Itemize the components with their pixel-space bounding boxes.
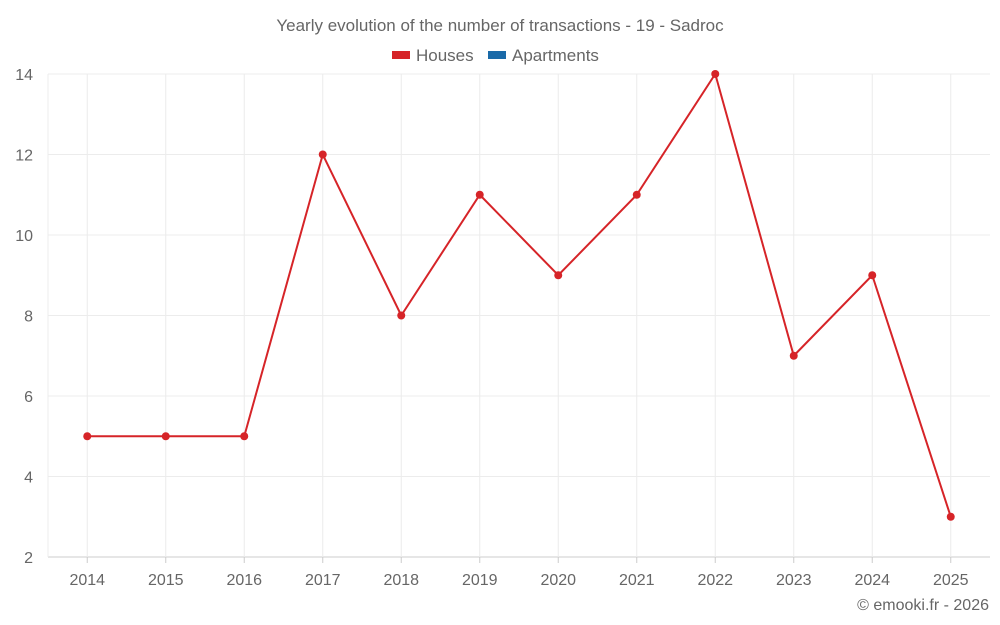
x-tick-label: 2023 [776,572,812,589]
data-point-2017 [318,150,327,159]
grid [48,73,990,558]
y-tick-label: 14 [15,67,33,84]
axes: 2 4 6 8 10 12 14 2014 2015 2016 2017 2018 2019 2020 20… [15,67,968,589]
x-tick-label: 2015 [148,572,184,589]
x-tick-label: 2021 [619,572,655,589]
x-tick-label: 2020 [540,572,576,589]
data-point-2016 [240,432,249,441]
y-tick-label: 2 [24,550,33,567]
data-point-2018 [397,311,406,320]
y-tick-label: 12 [15,148,33,165]
x-tick-label: 2014 [69,572,105,589]
x-tick-label: 2024 [854,572,890,589]
data-point-2022 [711,70,720,78]
legend-label-houses: Houses [416,46,474,65]
data-point-2024 [868,271,877,280]
x-tick-label: 2016 [226,572,262,589]
data-point-2023 [789,351,798,360]
y-tick-label: 6 [24,389,33,406]
data-point-2025 [946,512,955,521]
data-point-2019 [475,190,484,199]
y-tick-label: 8 [24,309,33,326]
legend-label-apartments: Apartments [512,46,599,65]
x-tick-label: 2018 [383,572,419,589]
credit: © emooki.fr - 2026 [857,597,989,614]
data-point-2021 [632,190,641,199]
legend-swatch-houses [392,51,410,59]
y-tick-label: 4 [24,470,33,487]
x-tick-label: 2019 [462,572,498,589]
legend: Houses Apartments [392,46,599,65]
x-tick-label: 2025 [933,572,969,589]
series-line-houses [87,71,952,518]
y-tick-label: 10 [15,228,33,245]
data-point-2014 [83,432,92,441]
x-tick-label: 2022 [697,572,733,589]
chart-title: Yearly evolution of the number of transa… [276,16,724,35]
data-point-2020 [554,271,563,280]
series [83,70,955,521]
legend-swatch-apartments [488,51,506,59]
data-point-2015 [161,432,170,441]
x-tick-label: 2017 [305,572,341,589]
